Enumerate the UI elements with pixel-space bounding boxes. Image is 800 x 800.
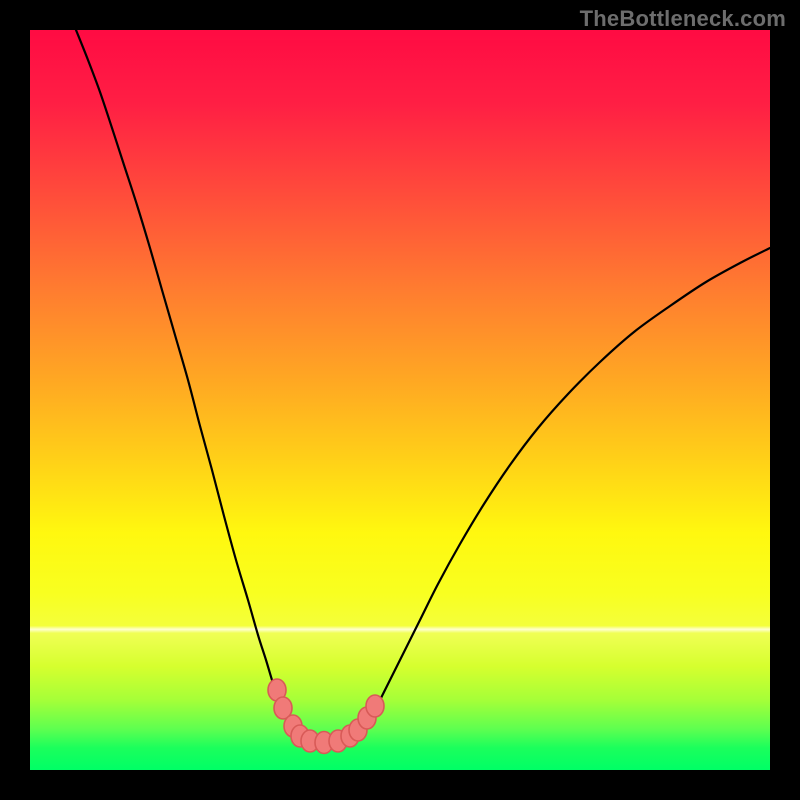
watermark-text: TheBottleneck.com xyxy=(580,6,786,32)
stage: TheBottleneck.com xyxy=(0,0,800,800)
highlight-marker xyxy=(366,695,384,717)
chart-canvas xyxy=(0,0,800,800)
